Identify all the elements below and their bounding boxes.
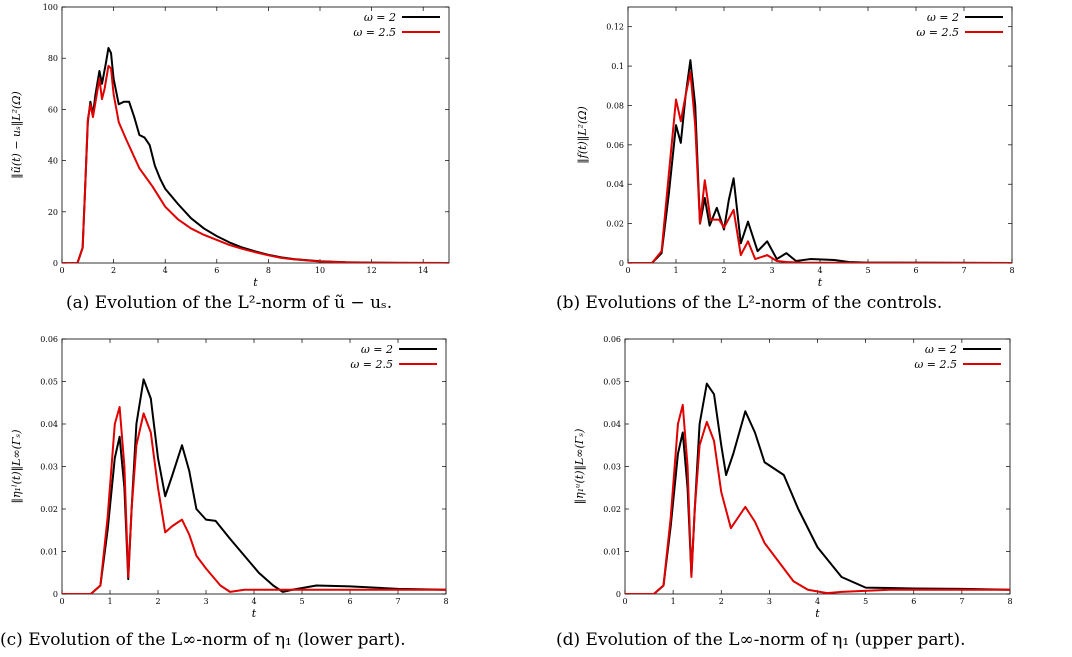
legend-entry-label: ω = 2.5 — [914, 358, 957, 371]
y-axis-label: ‖η₁ᵘ(t)‖L∞(Γₛ) — [573, 429, 587, 505]
chart-d: 0 1 2 3 4 5 6 7 8 0 0.01 0.02 0.03 0.04 0.05 0.06 t ‖η₁ᵘ(… — [573, 335, 1013, 620]
y-tick-label: 0.1 — [611, 62, 624, 71]
x-tick-label: 4 — [163, 266, 168, 275]
y-tick-label: 0.06 — [40, 335, 58, 344]
legend-entry-label: ω = 2.5 — [353, 26, 396, 39]
x-axis-label: t — [252, 607, 257, 620]
y-tick-label: 0.01 — [40, 548, 58, 557]
y-tick-label: 0.03 — [40, 463, 58, 472]
y-tick-label: 0.05 — [40, 378, 58, 387]
x-tick-label: 6 — [347, 597, 352, 606]
series-line-omega-2-5 — [62, 66, 449, 263]
y-tick-label: 80 — [48, 54, 58, 63]
x-tick-label: 6 — [911, 597, 916, 606]
legend-entry-label: ω = 2 — [927, 11, 959, 24]
x-tick-label: 7 — [395, 597, 400, 606]
x-tick-label: 7 — [959, 597, 964, 606]
caption-c: (c) Evolution of the L∞-norm of η₁ (lowe… — [0, 630, 406, 650]
x-tick-label: 2 — [721, 266, 726, 275]
chart-c: 0 1 2 3 4 5 6 7 8 0 0.01 0.02 0.03 0.04 0.05 0.06 t ‖η₁ˡ(… — [10, 335, 449, 620]
y-tick-label: 0.12 — [606, 23, 624, 32]
y-tick-label: 0.02 — [40, 505, 58, 514]
x-axis-label: t — [818, 276, 823, 289]
plot-frame — [62, 339, 446, 594]
x-tick-label: 5 — [299, 597, 304, 606]
legend-entry-label: ω = 2 — [361, 343, 393, 356]
y-tick-label: 0.02 — [603, 505, 621, 514]
x-tick-label: 12 — [367, 266, 377, 275]
y-tick-label: 0.08 — [606, 101, 624, 110]
y-tick-label: 0.01 — [603, 548, 621, 557]
x-tick-label: 8 — [266, 266, 271, 275]
chart-a: 0 2 4 6 8 10 12 14 0 20 40 60 80 100 t ‖ũ(t) − uₛ‖L²(Ω)… — [10, 3, 449, 289]
caption-b: (b) Evolutions of the L²-norm of the con… — [556, 293, 942, 313]
x-tick-label: 3 — [203, 597, 208, 606]
y-tick-label: 60 — [48, 105, 58, 114]
x-tick-label: 3 — [769, 266, 774, 275]
plot-frame — [628, 7, 1012, 263]
x-tick-label: 1 — [673, 266, 678, 275]
series-line-omega-2-5 — [628, 72, 1012, 263]
x-tick-label: 2 — [155, 597, 160, 606]
x-tick-label: 0 — [59, 597, 64, 606]
legend-entry-label: ω = 2.5 — [350, 358, 393, 371]
x-tick-label: 5 — [863, 597, 868, 606]
y-axis-label: ‖f(t)‖L²(Ω) — [576, 106, 590, 164]
plot-frame — [62, 7, 449, 263]
y-tick-label: 0 — [53, 259, 58, 268]
y-tick-label: 0.06 — [603, 335, 621, 344]
x-tick-label: 14 — [418, 266, 428, 275]
y-tick-label: 0.06 — [606, 141, 624, 150]
x-tick-label: 5 — [865, 266, 870, 275]
x-tick-label: 4 — [815, 597, 820, 606]
y-tick-label: 0.04 — [40, 420, 58, 429]
y-tick-label: 0.02 — [606, 220, 624, 229]
x-tick-label: 4 — [251, 597, 256, 606]
x-tick-label: 0 — [622, 597, 627, 606]
y-tick-label: 20 — [48, 208, 58, 217]
caption-d: (d) Evolution of the L∞-norm of η₁ (uppe… — [556, 630, 966, 650]
x-tick-label: 2 — [111, 266, 116, 275]
x-tick-label: 1 — [107, 597, 112, 606]
chart-b: 0 1 2 3 4 5 6 7 8 0 0.02 0.04 0.06 0.08 0.1 0.12 t ‖f(t)‖… — [576, 7, 1015, 289]
y-axis-label: ‖ũ(t) − uₛ‖L²(Ω) — [10, 91, 24, 179]
y-tick-label: 0.04 — [603, 420, 621, 429]
x-axis-label: t — [815, 607, 820, 620]
x-tick-label: 7 — [961, 266, 966, 275]
caption-a: (a) Evolution of the L²-norm of ũ − uₛ. — [66, 293, 392, 313]
x-tick-label: 8 — [443, 597, 448, 606]
y-tick-label: 0.03 — [603, 463, 621, 472]
series-line-omega-2 — [62, 48, 449, 263]
x-tick-label: 8 — [1009, 266, 1014, 275]
y-tick-label: 0.05 — [603, 378, 621, 387]
y-tick-label: 0 — [619, 259, 624, 268]
legend-entry-label: ω = 2 — [364, 11, 396, 24]
legend-entry-label: ω = 2.5 — [916, 26, 959, 39]
x-tick-label: 8 — [1007, 597, 1012, 606]
legend-entry-label: ω = 2 — [925, 343, 957, 356]
y-axis-label: ‖η₁ˡ(t)‖L∞(Γₛ) — [10, 429, 24, 503]
y-tick-label: 100 — [43, 3, 58, 12]
x-tick-label: 0 — [59, 266, 64, 275]
x-axis-label: t — [253, 276, 258, 289]
x-tick-label: 0 — [625, 266, 630, 275]
series-line-omega-2 — [628, 60, 1012, 263]
x-tick-label: 3 — [767, 597, 772, 606]
x-tick-label: 4 — [817, 266, 822, 275]
x-tick-label: 1 — [671, 597, 676, 606]
y-tick-label: 0 — [53, 590, 58, 599]
x-tick-label: 2 — [719, 597, 724, 606]
plot-frame — [625, 339, 1010, 594]
y-tick-label: 0.04 — [606, 180, 624, 189]
y-tick-label: 0 — [616, 590, 621, 599]
x-tick-label: 10 — [315, 266, 325, 275]
y-tick-label: 40 — [48, 157, 58, 166]
x-tick-label: 6 — [214, 266, 219, 275]
x-tick-label: 6 — [913, 266, 918, 275]
